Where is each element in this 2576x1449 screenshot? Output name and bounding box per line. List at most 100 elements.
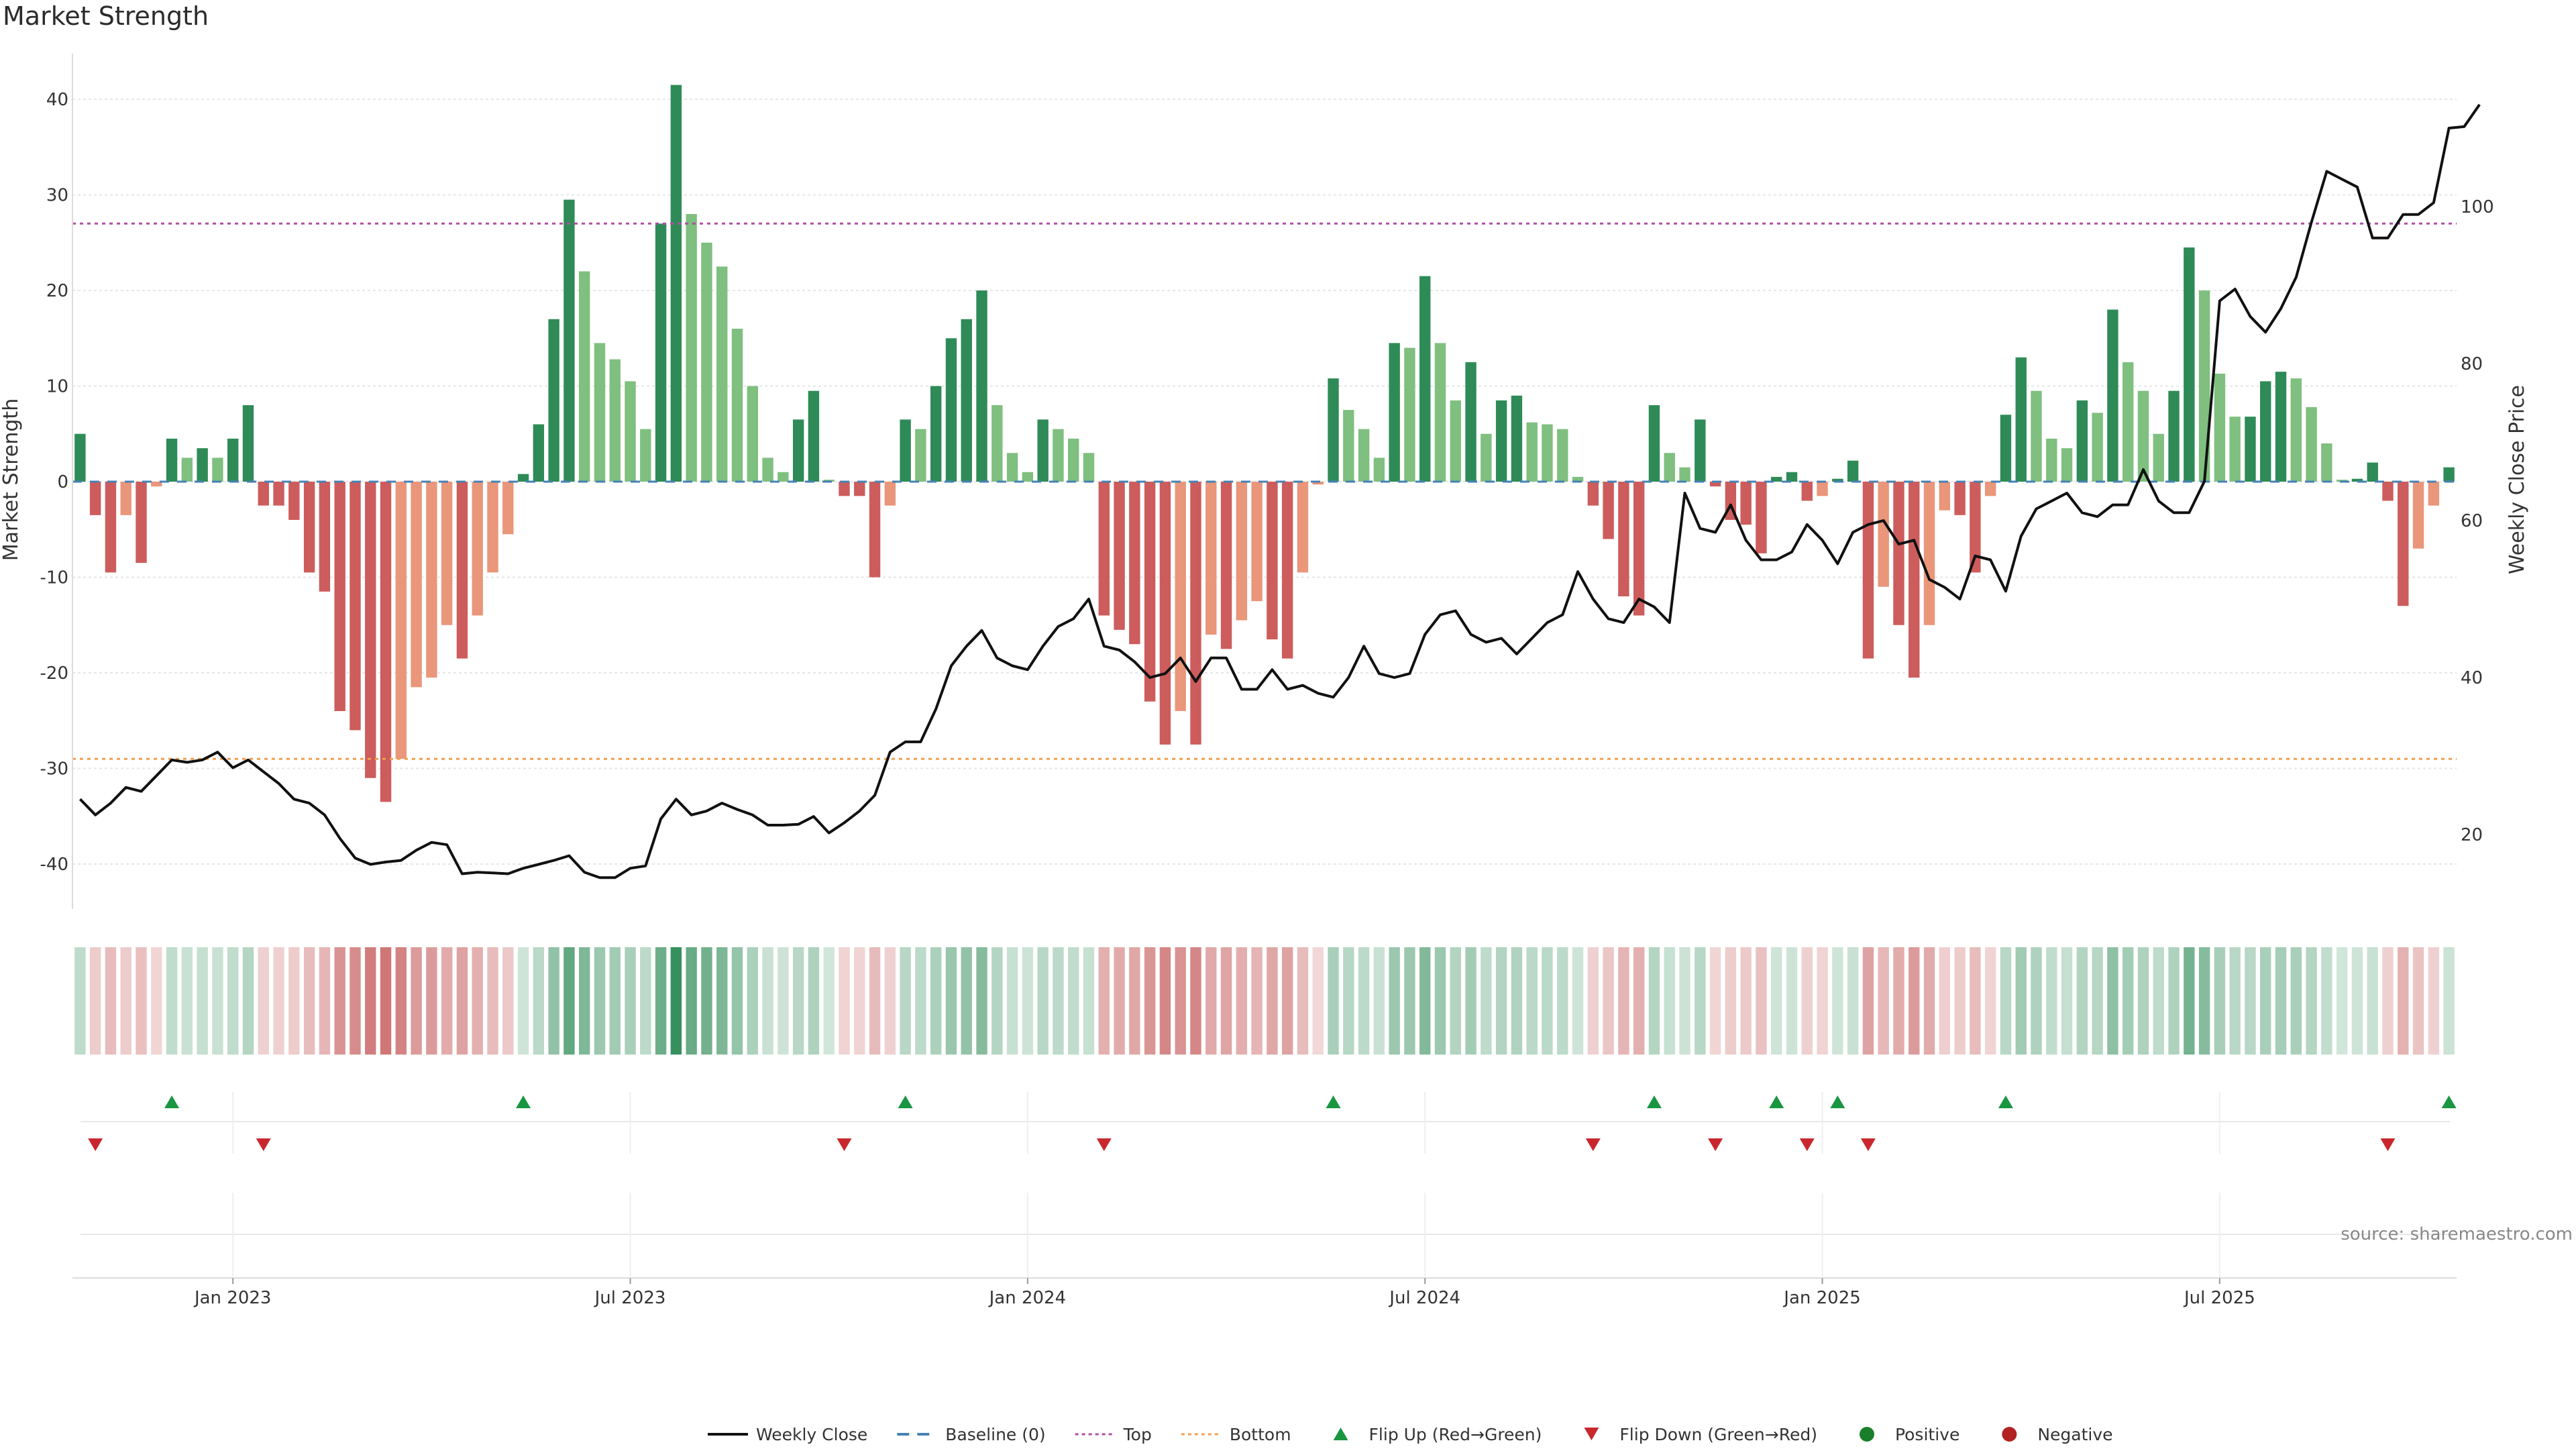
heat-cell [762,947,773,1055]
strength-bar [1495,400,1507,482]
heat-cell [2092,947,2103,1055]
strength-bar [533,424,545,482]
heat-cell [1970,947,1981,1055]
heat-cell [1022,947,1034,1055]
heat-cell [1740,947,1752,1055]
strength-bar [380,482,392,802]
strength-bar [1832,478,1843,482]
heat-cell [945,947,957,1055]
heat-cell [1297,947,1309,1055]
flip-up-marker [1998,1095,2013,1108]
heat-cell [1633,947,1645,1055]
heat-cell [517,947,529,1055]
heat-cell [1893,947,1904,1055]
heat-cell [1770,947,1782,1055]
strength-bar [74,433,86,482]
strength-bar [1664,453,1675,482]
legend-label: Weekly Close [756,1425,867,1444]
legend-item: Flip Down (Green→Red) [1584,1425,1817,1444]
heat-cell [1725,947,1737,1055]
strength-bar [2443,467,2455,482]
strength-bar [1878,482,1889,587]
heat-cell [2168,947,2180,1055]
strength-bar [1419,276,1431,482]
strength-bar [2398,482,2409,606]
heat-cell [1373,947,1385,1055]
strength-bar [120,482,131,515]
strength-bar [1618,482,1629,596]
heat-cell [1862,947,1874,1055]
strength-bar [731,329,743,482]
strength-bar [1847,460,1859,482]
strength-bar [2245,417,2256,482]
heat-cell [456,947,468,1055]
heat-cell [930,947,942,1055]
y-tick-label-left: -40 [40,855,68,875]
strength-bar [197,448,208,482]
heat-cell [915,947,926,1055]
strength-bar [655,223,667,482]
x-tick-label: Jan 2025 [1782,1288,1861,1308]
heat-cell [2107,947,2118,1055]
strength-bar [640,429,651,482]
y-tick-label-left: 40 [46,90,68,110]
strength-bar [1695,419,1706,482]
strength-bar [625,381,636,482]
strength-bar [1770,476,1782,482]
strength-bar [915,429,926,482]
strength-bar [181,458,193,482]
heat-cell [1144,947,1156,1055]
x-tick-label: Jul 2024 [1388,1288,1460,1308]
heat-cell [1801,947,1813,1055]
heat-cell [151,947,162,1055]
strength-bar [2198,290,2210,482]
strength-bar [1129,482,1140,645]
heat-cell [136,947,147,1055]
heat-cell [1756,947,1767,1055]
heat-cell [1542,947,1553,1055]
heat-cell [1281,947,1293,1055]
strength-bar [1633,482,1645,616]
heat-cell [1037,947,1049,1055]
strength-bar [426,482,437,678]
heat-cell [1939,947,1951,1055]
flip-down-marker [1708,1138,1723,1151]
heat-cell [533,947,545,1055]
heat-cell [380,947,392,1055]
strength-bar [2107,309,2118,482]
strength-bar [166,438,178,482]
heat-cell [1817,947,1828,1055]
heat-cell [1006,947,1018,1055]
heat-cell [2398,947,2409,1055]
flip-down-marker [1096,1138,1112,1151]
heat-cell [2382,947,2394,1055]
x-tick-label: Jul 2025 [2183,1288,2255,1308]
heat-cell [2198,947,2210,1055]
flip-up-marker [1830,1095,1845,1108]
y-tick-label-left: 0 [57,472,68,492]
heat-cell [472,947,483,1055]
heat-cell [197,947,208,1055]
legend-label: Bottom [1230,1425,1291,1444]
flip-down-marker [1799,1138,1815,1151]
strength-bar [564,199,575,482]
heat-cell [1557,947,1568,1055]
heat-cell [1251,947,1263,1055]
heat-cell [777,947,789,1055]
strength-bar [1312,482,1324,485]
strength-bar [334,482,345,711]
strength-bar [2382,482,2394,501]
legend-label: Flip Up (Red→Green) [1369,1425,1542,1444]
strength-bar [2153,433,2164,482]
flip-up-marker [898,1095,913,1108]
heat-cell [2290,947,2302,1055]
strength-bar [884,482,896,506]
y-tick-label-left: 20 [46,281,68,301]
strength-bar [2122,362,2134,482]
heat-cell [1526,947,1538,1055]
strength-bar [1939,482,1951,511]
legend-swatch-flip-down [1584,1428,1599,1440]
strength-bar [2412,482,2424,549]
strength-bar [976,290,987,482]
strength-bar [151,482,162,487]
